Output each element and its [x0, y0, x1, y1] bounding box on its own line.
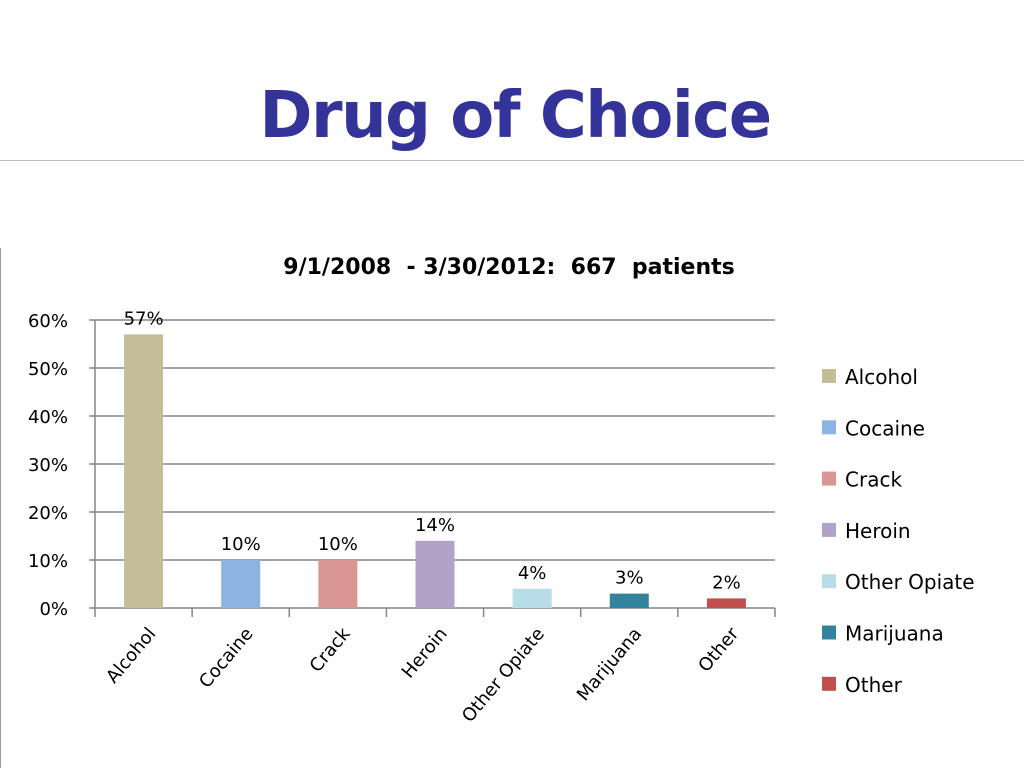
bar-alcohol: [124, 334, 164, 608]
data-label: 3%: [615, 568, 644, 589]
x-tick-label: Cocaine: [195, 624, 257, 693]
legend-label: Cocaine: [845, 416, 925, 440]
page-title: Drug of Choice: [259, 79, 772, 153]
bar-other-opiate: [512, 588, 552, 608]
bar-marijuana: [609, 593, 649, 608]
x-tick-label: Marijuana: [573, 624, 646, 706]
legend-swatch: [822, 574, 836, 589]
y-tick-label: 30%: [28, 455, 68, 476]
legend-label: Heroin: [845, 519, 911, 543]
title-divider: [0, 160, 1024, 161]
data-label: 2%: [712, 572, 741, 593]
legend: Alcohol Cocaine Crack Heroin Other Opiate Mar…: [822, 365, 975, 697]
data-label: 10%: [318, 534, 358, 555]
data-label: 4%: [518, 563, 547, 584]
data-label: 57%: [124, 308, 164, 329]
legend-swatch: [822, 369, 836, 383]
x-tick-label: Other Opiate: [458, 624, 549, 727]
legend-label: Marijuana: [845, 622, 944, 646]
y-tick-label: 40%: [28, 407, 68, 428]
chart-frame-edge: [0, 248, 1, 768]
legend-label: Other Opiate: [845, 570, 975, 594]
x-tick-label: Crack: [306, 623, 355, 676]
y-tick-label: 0%: [39, 599, 68, 620]
legend-swatch: [822, 471, 836, 486]
y-tick-label: 50%: [28, 359, 68, 380]
bar-other: [706, 598, 746, 608]
legend-swatch: [822, 420, 836, 435]
y-tick-label: 60%: [28, 311, 68, 332]
bar-crack: [318, 560, 358, 608]
data-label: 14%: [415, 515, 455, 536]
data-label: 10%: [221, 534, 261, 555]
legend-swatch: [822, 676, 836, 691]
legend-swatch: [822, 522, 836, 537]
y-tick-label: 10%: [28, 551, 68, 572]
bars: [124, 334, 746, 608]
y-tick-label: 20%: [28, 503, 68, 524]
legend-label: Other: [845, 673, 903, 697]
legend-swatch: [822, 625, 836, 640]
legend-label: Alcohol: [845, 365, 918, 389]
chart-title: 9/1/2008 - 3/30/2012: 667 patients: [283, 255, 734, 280]
x-tick-label: Heroin: [398, 624, 452, 683]
x-tick-label: Other: [694, 623, 743, 676]
bar-heroin: [415, 540, 455, 608]
data-labels: 57% 10% 10% 14% 4% 3% 2%: [124, 308, 741, 593]
bar-cocaine: [221, 560, 261, 608]
x-tick-label: Alcohol: [102, 624, 160, 688]
legend-label: Crack: [845, 468, 902, 492]
